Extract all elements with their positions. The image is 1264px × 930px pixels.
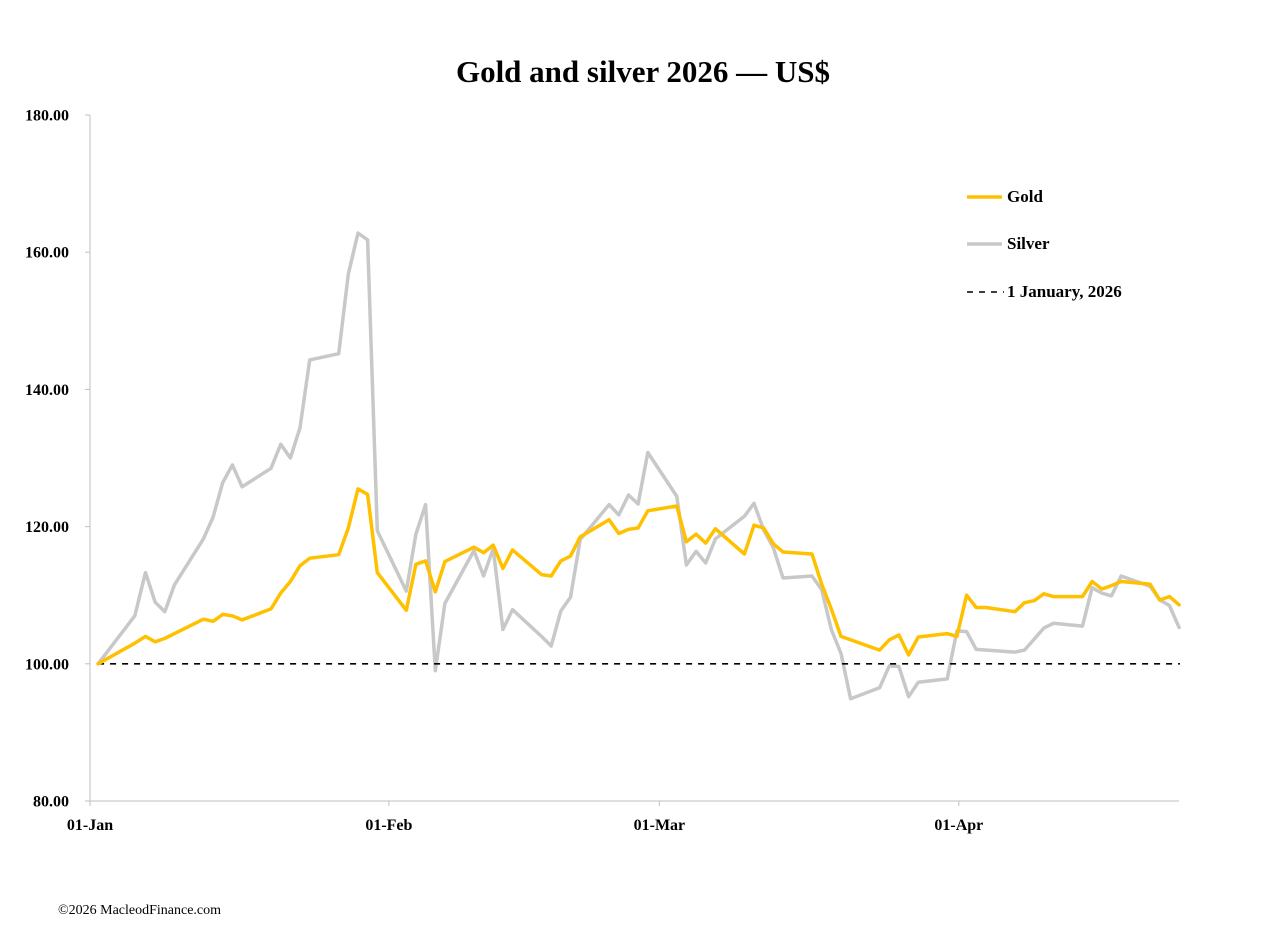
legend: Gold Silver 1 January, 2026 xyxy=(967,187,1122,301)
y-tick-label: 180.00 xyxy=(25,108,69,125)
y-tick-label: 140.00 xyxy=(25,382,69,399)
legend-silver-label: Silver xyxy=(1007,234,1050,253)
y-tick-label: 120.00 xyxy=(25,519,69,536)
x-tick-label: 01-Mar xyxy=(634,817,686,834)
axes xyxy=(89,115,1179,802)
series-line-silver xyxy=(96,231,1181,701)
y-tick-label: 80.00 xyxy=(33,794,69,811)
legend-gold-label: Gold xyxy=(1007,187,1043,206)
y-tick-label: 100.00 xyxy=(25,656,69,673)
series-group xyxy=(96,231,1181,701)
y-ticks: 80.00 100.00 120.00 140.00 160.00 180.00 xyxy=(25,108,90,811)
x-tick-label: 01-Feb xyxy=(365,817,412,834)
x-tick-label: 01-Apr xyxy=(934,817,983,834)
x-tick-label: 01-Jan xyxy=(67,817,113,834)
copyright-notice: ©2026 MacleodFinance.com xyxy=(58,903,222,918)
series-line-gold xyxy=(96,487,1181,666)
chart-title: Gold and silver 2026 — US$ xyxy=(456,54,830,89)
y-tick-label: 160.00 xyxy=(25,245,69,262)
x-ticks: 01-Jan 01-Feb 01-Mar 01-Apr xyxy=(67,801,983,834)
legend-baseline-label: 1 January, 2026 xyxy=(1007,282,1122,301)
